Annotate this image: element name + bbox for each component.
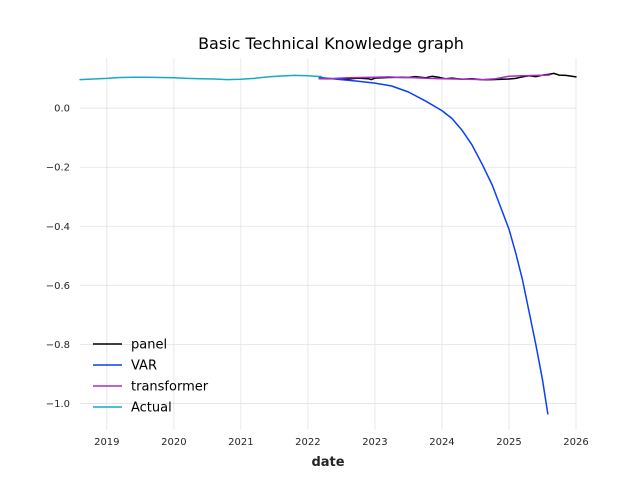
y-tick-label: 0.0 — [54, 104, 70, 115]
x-tick-label: 2022 — [295, 437, 320, 448]
legend: panel VAR transformer Actual — [93, 338, 209, 416]
y-tick-label: −0.8 — [46, 340, 70, 351]
x-tick-labels: 2019 2020 2021 2022 2023 2024 2025 2026 — [94, 437, 589, 448]
legend-label: transformer — [131, 380, 209, 395]
y-tick-label: −0.2 — [46, 163, 70, 174]
chart-title: Basic Technical Knowledge graph — [198, 34, 464, 53]
x-gridlines — [106, 58, 577, 430]
x-tick-label: 2025 — [496, 437, 521, 448]
x-tick-label: 2026 — [563, 437, 588, 448]
y-tick-label: −0.6 — [46, 281, 70, 292]
x-tick-label: 2024 — [429, 437, 454, 448]
x-tick-label: 2021 — [228, 437, 253, 448]
series-lines — [79, 72, 577, 415]
series-line-var — [318, 76, 549, 415]
x-tick-label: 2019 — [94, 437, 119, 448]
legend-label: panel — [131, 338, 167, 353]
series-line-actual — [79, 74, 323, 81]
y-tick-labels: 0.0 −0.2 −0.4 −0.6 −0.8 −1.0 — [46, 104, 70, 410]
y-tick-label: −0.4 — [46, 222, 70, 233]
legend-label: Actual — [131, 401, 172, 416]
x-axis-label: date — [311, 455, 344, 470]
legend-label: VAR — [131, 359, 157, 374]
x-tick-label: 2023 — [362, 437, 387, 448]
series-line-transformer — [318, 74, 550, 81]
y-gridlines — [80, 107, 576, 404]
x-tick-label: 2020 — [161, 437, 186, 448]
y-tick-label: −1.0 — [46, 399, 70, 410]
